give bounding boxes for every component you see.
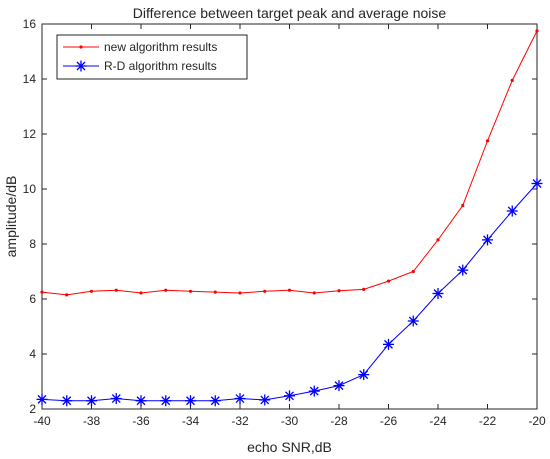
data-point <box>457 264 469 276</box>
series-1 <box>40 29 539 297</box>
data-point <box>284 390 295 402</box>
y-tick-label: 6 <box>29 292 36 306</box>
y-tick-label: 14 <box>23 72 37 86</box>
data-point <box>65 293 69 297</box>
data-point <box>259 394 271 406</box>
data-point <box>36 393 48 405</box>
x-tick-label: -22 <box>479 414 497 428</box>
x-tick-label: -32 <box>231 414 249 428</box>
data-point <box>535 29 539 33</box>
data-point <box>287 288 292 292</box>
data-point <box>114 288 118 292</box>
data-point <box>358 369 370 381</box>
chart-title: Difference between target peak and avera… <box>133 5 447 21</box>
data-point <box>531 178 543 189</box>
y-tick-label: 16 <box>23 17 37 31</box>
data-point <box>89 289 94 293</box>
x-tick-label: -36 <box>132 414 150 428</box>
x-tick-label: -28 <box>330 414 348 428</box>
x-tick-label: -30 <box>281 414 299 428</box>
data-point <box>308 385 320 397</box>
data-point <box>482 234 493 246</box>
y-tick-label: 10 <box>23 182 37 196</box>
legend-label-new-algorithm: new algorithm results <box>104 40 217 54</box>
axis-ticks: -40 -38 -36 -34 -32 -30 -28 -26 -24 -22 -20 2 4 6 8 10 1… <box>23 17 546 428</box>
data-point <box>164 288 168 292</box>
y-axis-label: amplitude/dB <box>3 176 19 258</box>
data-point <box>209 395 221 407</box>
y-tick-label: 2 <box>29 402 36 416</box>
data-point <box>386 279 391 283</box>
data-point <box>139 291 143 295</box>
data-point <box>312 291 316 295</box>
legend-label-rd-algorithm: R-D algorithm results <box>104 59 217 73</box>
x-tick-label: -24 <box>429 414 447 428</box>
data-point <box>506 205 518 217</box>
y-tick-label: 4 <box>29 347 36 361</box>
data-point <box>238 291 242 295</box>
data-point <box>411 269 415 274</box>
data-point <box>432 288 444 299</box>
data-point <box>407 315 419 327</box>
series-layer <box>36 29 543 407</box>
data-point <box>213 290 217 294</box>
x-tick-label: -38 <box>83 414 101 428</box>
data-point <box>383 338 394 350</box>
legend-marker-new-algorithm <box>79 45 83 49</box>
data-point <box>135 395 147 407</box>
y-tick-label: 8 <box>29 237 36 251</box>
data-point <box>436 238 440 242</box>
data-point <box>485 139 490 143</box>
data-point <box>263 289 267 293</box>
data-point <box>110 393 122 405</box>
data-point <box>185 395 196 407</box>
x-tick-label: -20 <box>528 414 546 428</box>
data-point <box>337 289 341 293</box>
series-2 <box>36 178 543 407</box>
y-tick-label: 12 <box>23 127 37 141</box>
data-point <box>510 78 514 82</box>
legend-marker-rd-algorithm <box>75 60 87 72</box>
x-tick-label: -40 <box>33 414 51 428</box>
data-point <box>188 289 193 293</box>
x-tick-label: -26 <box>380 414 398 428</box>
x-tick-label: -34 <box>182 414 200 428</box>
data-point <box>362 287 366 291</box>
data-point <box>333 380 345 392</box>
data-point <box>160 395 172 407</box>
plot-area <box>41 23 538 410</box>
legend-box <box>56 34 248 80</box>
legend: new algorithm results R-D algorithm resu… <box>56 34 248 80</box>
data-point <box>86 395 97 407</box>
x-axis-label: echo SNR,dB <box>247 439 332 455</box>
data-point <box>234 393 246 405</box>
data-point <box>40 290 44 294</box>
data-point <box>461 203 465 208</box>
data-point <box>61 395 73 407</box>
